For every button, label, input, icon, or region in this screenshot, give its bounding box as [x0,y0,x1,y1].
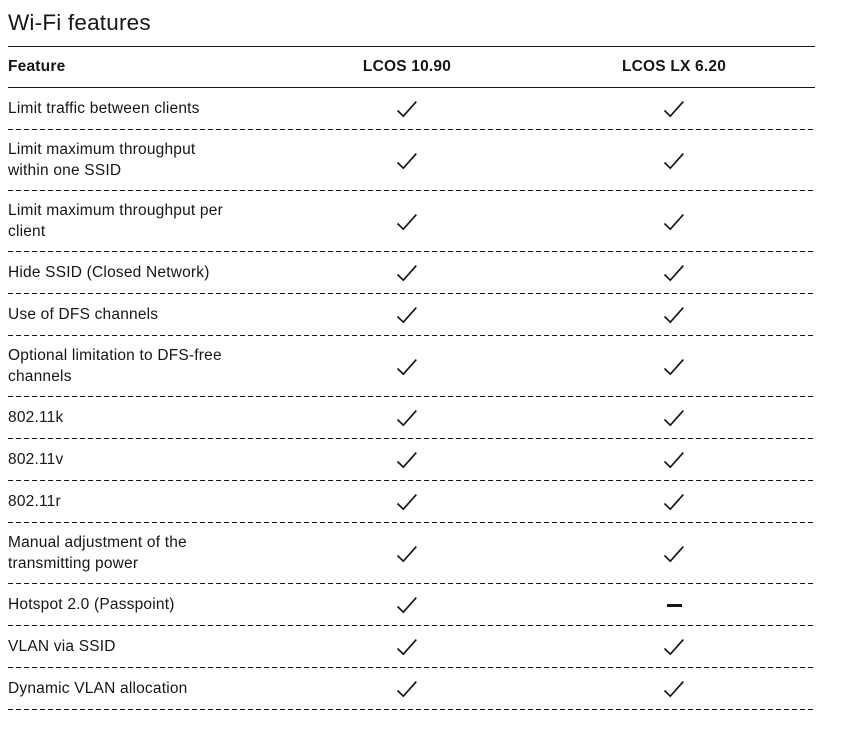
check-icon [396,452,417,469]
table-row: 802.11r [8,481,815,523]
table-row: Limit traffic between clients [8,88,815,130]
check-icon [396,213,417,230]
feature-name: Manual adjustment of the transmitting po… [8,534,187,572]
table-row: VLAN via SSID [8,626,815,668]
document-page: Wi-Fi features Feature LCOS 10.90 LCOS L… [8,10,815,710]
check-icon [663,452,684,469]
lcos-lx-620-cell [616,545,732,563]
column-header-feature: Feature [8,58,66,75]
table-header-row: Feature LCOS 10.90 LCOS LX 6.20 [8,47,815,88]
check-icon [663,101,684,118]
check-icon [396,152,417,169]
check-icon [396,494,417,511]
check-icon [663,307,684,324]
column-header-lcos-1090: LCOS 10.90 [362,58,452,75]
lcos-1090-cell [355,100,459,118]
features-table: Feature LCOS 10.90 LCOS LX 6.20 Limit tr… [8,46,815,710]
check-icon [396,545,417,562]
check-icon [663,152,684,169]
lcos-1090-cell [355,358,459,376]
lcos-1090-cell [355,638,459,656]
lcos-lx-620-cell [616,493,732,511]
lcos-1090-cell [355,152,459,170]
lcos-lx-620-cell [616,213,732,231]
dash-icon [666,603,682,607]
check-icon [663,265,684,282]
feature-name: Limit traffic between clients [8,100,200,117]
check-icon [396,101,417,118]
table-row: Dynamic VLAN allocation [8,668,815,710]
feature-name: Optional limitation to DFS-free channels [8,347,222,385]
check-icon [396,358,417,375]
feature-name: 802.11k [8,409,64,426]
check-icon [663,545,684,562]
table-row: Use of DFS channels [8,294,815,336]
table-row: Optional limitation to DFS-free channels [8,336,815,397]
check-icon [663,213,684,230]
table-row: Limit maximum throughput per client [8,191,815,252]
feature-name: Hotspot 2.0 (Passpoint) [8,596,175,613]
lcos-1090-cell [355,409,459,427]
lcos-1090-cell [355,493,459,511]
lcos-lx-620-cell [616,603,732,607]
check-icon [663,494,684,511]
lcos-1090-cell [355,596,459,614]
check-icon [396,307,417,324]
feature-name: Limit maximum throughput per client [8,202,223,240]
page-title: Wi-Fi features [8,10,151,35]
lcos-lx-620-cell [616,638,732,656]
lcos-1090-cell [355,451,459,469]
feature-name: Hide SSID (Closed Network) [8,264,210,281]
lcos-lx-620-cell [616,680,732,698]
lcos-1090-cell [355,680,459,698]
table-row: Limit maximum throughput within one SSID [8,130,815,191]
check-icon [663,410,684,427]
feature-name: Dynamic VLAN allocation [8,680,188,697]
lcos-lx-620-cell [616,100,732,118]
lcos-lx-620-cell [616,358,732,376]
lcos-1090-cell [355,264,459,282]
lcos-1090-cell [355,545,459,563]
table-body: Limit traffic between clients Limit maxim… [8,88,815,710]
check-icon [396,681,417,698]
check-icon [396,265,417,282]
lcos-lx-620-cell [616,306,732,324]
lcos-1090-cell [355,306,459,324]
check-icon [663,358,684,375]
check-icon [396,639,417,656]
lcos-lx-620-cell [616,264,732,282]
feature-name: Use of DFS channels [8,306,159,323]
lcos-lx-620-cell [616,152,732,170]
table-row: Hotspot 2.0 (Passpoint) [8,584,815,626]
feature-name: VLAN via SSID [8,638,116,655]
lcos-lx-620-cell [616,409,732,427]
table-row: 802.11v [8,439,815,481]
check-icon [396,597,417,614]
check-icon [663,681,684,698]
feature-name: Limit maximum throughput within one SSID [8,141,196,179]
check-icon [396,410,417,427]
lcos-1090-cell [355,213,459,231]
table-row: Hide SSID (Closed Network) [8,252,815,294]
check-icon [663,639,684,656]
table-row: Manual adjustment of the transmitting po… [8,523,815,584]
lcos-lx-620-cell [616,451,732,469]
table-row: 802.11k [8,397,815,439]
feature-name: 802.11r [8,493,61,510]
column-header-lcos-lx-620: LCOS LX 6.20 [621,58,727,75]
feature-name: 802.11v [8,451,64,468]
